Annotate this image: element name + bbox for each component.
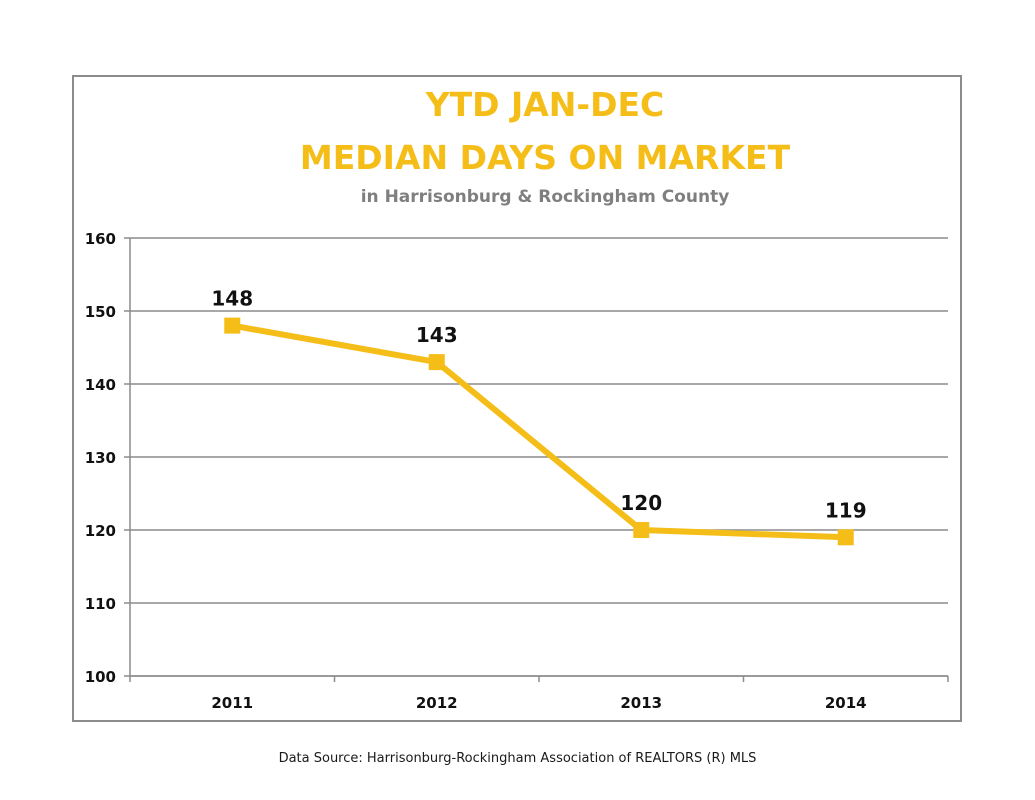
x-tick-label-2014: 2014 <box>825 694 867 712</box>
y-tick-label-100: 100 <box>85 668 116 686</box>
chart-subtitle: in Harrisonburg & Rockingham County <box>361 187 730 207</box>
y-tick-label-120: 120 <box>85 522 116 540</box>
y-tick-label-130: 130 <box>85 449 116 467</box>
series-layer <box>224 317 854 546</box>
data-point-2013 <box>633 522 650 538</box>
y-tick-label-160: 160 <box>85 230 116 248</box>
label-layer: 148 143 120 119 <box>211 287 866 523</box>
chart-title-line2: MEDIAN DAYS ON MARKET <box>300 138 791 177</box>
data-point-2012 <box>428 354 445 371</box>
chart-title-line1: YTD JAN-DEC <box>425 85 665 124</box>
data-source-note: Data Source: Harrisonburg-Rockingham Ass… <box>278 751 757 766</box>
y-tick-label-140: 140 <box>85 376 116 394</box>
x-tick-label-2013: 2013 <box>620 694 662 712</box>
data-label-2011: 148 <box>211 287 253 311</box>
data-point-2011 <box>224 317 241 334</box>
axis-layer: 100 110 120 130 140 150 160 2011 2012 2013 2014 <box>85 230 949 712</box>
data-label-2012: 143 <box>416 323 458 347</box>
chart-frame <box>72 75 962 722</box>
data-label-2014: 119 <box>825 498 867 522</box>
y-tick-label-110: 110 <box>85 595 116 613</box>
x-tick-label-2012: 2012 <box>416 694 458 712</box>
series-line-0 <box>229 322 849 541</box>
y-tick-label-150: 150 <box>85 303 116 321</box>
data-label-2013: 120 <box>620 491 662 515</box>
x-tick-label-2011: 2011 <box>211 694 253 712</box>
data-point-2014 <box>837 529 854 546</box>
line-chart: YTD JAN-DEC MEDIAN DAYS ON MARKET in Har… <box>85 85 949 712</box>
